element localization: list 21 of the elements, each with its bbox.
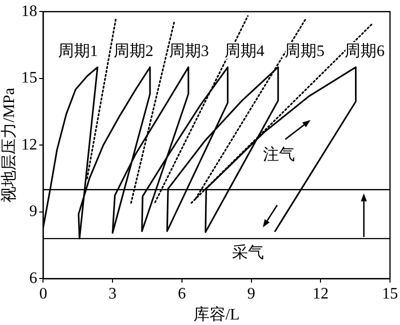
y-tick-label: 15 xyxy=(21,70,38,87)
x-tick-label: 15 xyxy=(382,285,398,302)
y-tick-label: 9 xyxy=(29,203,38,220)
y-axis-title: 视地层压力/MPa xyxy=(0,88,18,202)
annotation: 周期3 xyxy=(168,42,209,60)
annotation: 采气 xyxy=(232,244,264,262)
y-tick-label: 18 xyxy=(21,2,38,20)
y-tick-label: 12 xyxy=(21,136,38,154)
annotation: 注气 xyxy=(263,145,296,164)
annotation: 周期1 xyxy=(58,42,98,60)
x-tick-label: 12 xyxy=(312,285,329,302)
annotation: 周期2 xyxy=(113,42,154,60)
y-tick-label: 6 xyxy=(29,270,38,287)
annotation: 周期5 xyxy=(284,42,324,60)
annotation: 周期4 xyxy=(224,42,264,60)
x-tick-label: 6 xyxy=(178,285,186,302)
x-axis-title: 库容/L xyxy=(193,306,240,324)
x-tick-label: 3 xyxy=(108,285,117,302)
annotation: 周期6 xyxy=(344,42,385,60)
x-tick-label: 9 xyxy=(247,285,256,302)
x-tick-label: 0 xyxy=(39,285,48,302)
